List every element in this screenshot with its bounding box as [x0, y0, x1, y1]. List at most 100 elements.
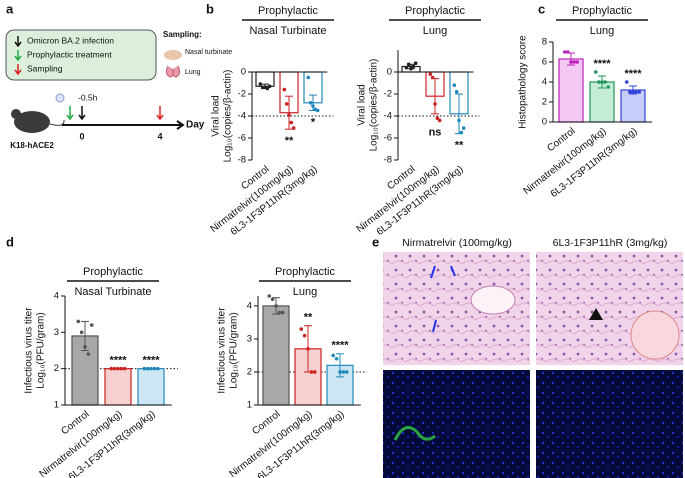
data-point	[267, 294, 272, 298]
y-tick-label: 3	[247, 333, 252, 344]
significance: ****	[624, 68, 642, 80]
chart-title: Prophylactic	[572, 5, 632, 17]
y-tick-label: -8	[384, 155, 392, 166]
y-tick-label: 2	[247, 366, 252, 377]
data-point	[142, 366, 147, 371]
y-tick-label: 2	[54, 363, 59, 374]
triangle-marker	[589, 308, 603, 320]
mouse-icon	[14, 111, 50, 133]
timeline	[62, 120, 185, 130]
bar	[589, 81, 615, 123]
arrow	[430, 265, 456, 333]
data-point	[461, 126, 466, 130]
data-point	[155, 366, 160, 371]
chart-subtitle: Nasal Turbinate	[74, 286, 151, 298]
chart-subtitle: Lung	[293, 286, 317, 298]
airway	[470, 285, 516, 315]
data-point	[597, 80, 601, 84]
data-point	[452, 83, 457, 87]
y-tick-label: 1	[54, 400, 59, 411]
data-point	[265, 86, 270, 91]
data-point	[277, 310, 282, 315]
data-point	[628, 90, 632, 94]
y-tick-label: 0	[241, 67, 246, 78]
mouse-tail	[49, 119, 65, 126]
y-axis-label: Log₁₀(PFU/gram)	[229, 312, 240, 388]
data-point	[112, 366, 117, 371]
bar	[620, 89, 646, 123]
data-point	[575, 60, 580, 64]
data-point	[566, 50, 570, 54]
y-axis-label: Infectious virus titer	[217, 307, 228, 394]
y-axis-label: Viral load	[211, 95, 222, 137]
data-point	[280, 310, 285, 315]
data-point	[433, 102, 437, 106]
legend-text: Sampling	[27, 63, 63, 73]
y-tick-label: -2	[238, 89, 246, 100]
data-point	[311, 104, 315, 108]
data-point	[83, 345, 87, 349]
data-point	[149, 366, 153, 371]
chart-title: Prophylactic	[405, 5, 465, 17]
y-tick-label: -6	[384, 133, 392, 144]
legend-text: Omicron BA.2 infection	[27, 35, 114, 45]
significance: ns	[429, 126, 442, 138]
data-point	[119, 366, 124, 371]
data-point	[291, 126, 296, 130]
y-tick-label: 8	[542, 37, 547, 48]
data-point	[270, 297, 275, 302]
significance: **	[455, 140, 464, 152]
arrow	[14, 64, 22, 76]
data-point	[287, 113, 291, 117]
y-tick-label: 4	[542, 77, 547, 88]
nasal-icon	[164, 50, 182, 60]
data-point	[406, 62, 411, 67]
data-point	[457, 118, 461, 123]
significance: ****	[593, 58, 611, 70]
data-point	[258, 82, 263, 86]
arrow	[14, 50, 22, 62]
panel-label: d	[6, 234, 14, 249]
data-point	[404, 65, 409, 70]
time-label: 0	[79, 131, 84, 141]
y-tick-label: 1	[247, 400, 252, 411]
data-point	[435, 116, 440, 120]
data-point	[274, 304, 278, 308]
data-point	[267, 84, 272, 89]
bar	[262, 305, 290, 406]
data-point	[299, 327, 304, 331]
data-point	[572, 60, 576, 64]
y-tick-label: -4	[384, 111, 392, 122]
data-point	[86, 352, 91, 356]
significance: ****	[331, 340, 349, 352]
y-tick-label: 6	[542, 57, 547, 68]
y-tick-label: 4	[54, 291, 59, 302]
data-point	[282, 87, 287, 92]
sampling-title: Sampling:	[163, 30, 202, 39]
arrow	[66, 106, 74, 121]
if-image	[536, 370, 683, 478]
data-point	[603, 80, 607, 84]
data-point	[331, 353, 336, 358]
data-point	[309, 370, 314, 374]
chart-subtitle: Nasal Turbinate	[249, 25, 326, 37]
y-tick-label: -4	[238, 111, 246, 122]
data-point	[637, 90, 642, 94]
arrow	[78, 106, 86, 121]
data-point	[341, 370, 346, 374]
arrow	[14, 36, 22, 48]
data-point	[308, 101, 313, 105]
data-point	[624, 80, 629, 84]
data-point	[344, 370, 349, 374]
data-point	[302, 333, 307, 338]
significance: **	[285, 135, 294, 147]
data-point	[122, 366, 127, 371]
panel-label: e	[372, 234, 379, 249]
image-title: Nirmatrelvir (100mg/kg)	[402, 237, 512, 249]
time-label: 4	[157, 131, 162, 141]
data-point	[306, 75, 311, 80]
data-point	[289, 120, 294, 125]
data-point	[334, 356, 339, 361]
data-point	[409, 66, 413, 71]
